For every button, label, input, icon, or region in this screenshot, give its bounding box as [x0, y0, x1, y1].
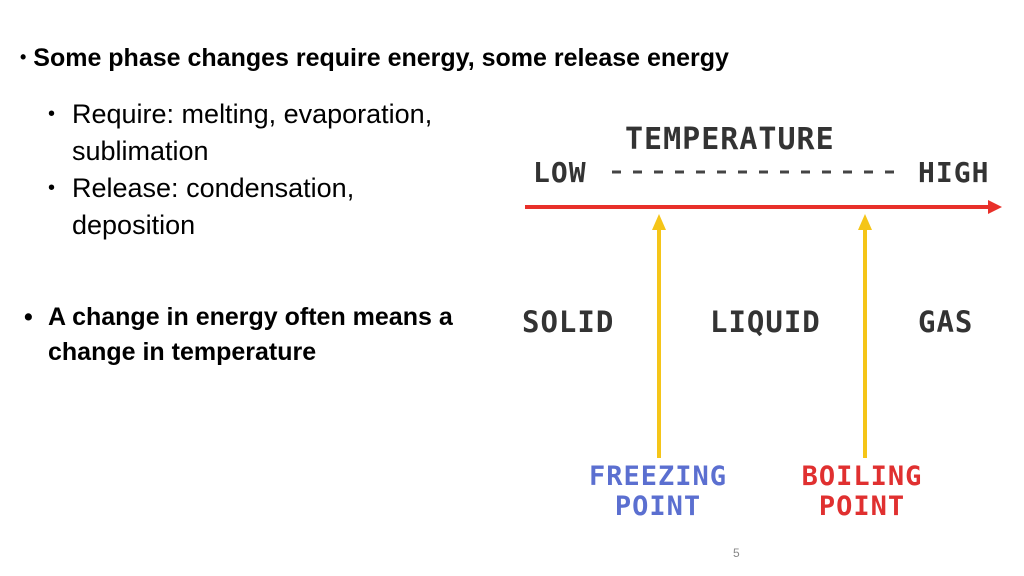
bullet-text: A change in energy often means a change …	[48, 303, 453, 366]
low-label: LOW	[533, 156, 587, 189]
arrow-head	[988, 200, 1002, 214]
phase-label: GAS	[918, 305, 974, 339]
sub-bullet: • Release: condensation, deposition	[48, 170, 448, 244]
boiling-point: BOILING POINT	[782, 462, 942, 522]
phase-label: SOLID	[522, 305, 615, 339]
diagram-title: TEMPERATURE	[625, 122, 835, 157]
phase-label: LIQUID	[710, 305, 821, 339]
freezing-point: FREEZING POINT	[578, 462, 738, 522]
bullet-text: Some phase changes require energy, some …	[33, 44, 729, 72]
sub-bullet-text: Require: melting, evaporation, sublimati…	[72, 99, 433, 166]
point-label: POINT	[818, 491, 906, 522]
point-label: FREEZING	[588, 461, 728, 492]
sub-bullet-text: Release: condensation, deposition	[72, 173, 355, 240]
point-label: POINT	[614, 491, 702, 522]
bullet: • A change in energy often means a change…	[24, 300, 514, 370]
high-label: HIGH	[918, 156, 990, 189]
arrow-head	[858, 214, 872, 230]
bullet: • Some phase changes require energy, som…	[20, 44, 729, 72]
sub-bullet: • Require: melting, evaporation, sublimat…	[48, 96, 498, 170]
arrow-head	[652, 214, 666, 230]
page-number: 5	[733, 546, 740, 560]
point-label: BOILING	[801, 461, 923, 492]
